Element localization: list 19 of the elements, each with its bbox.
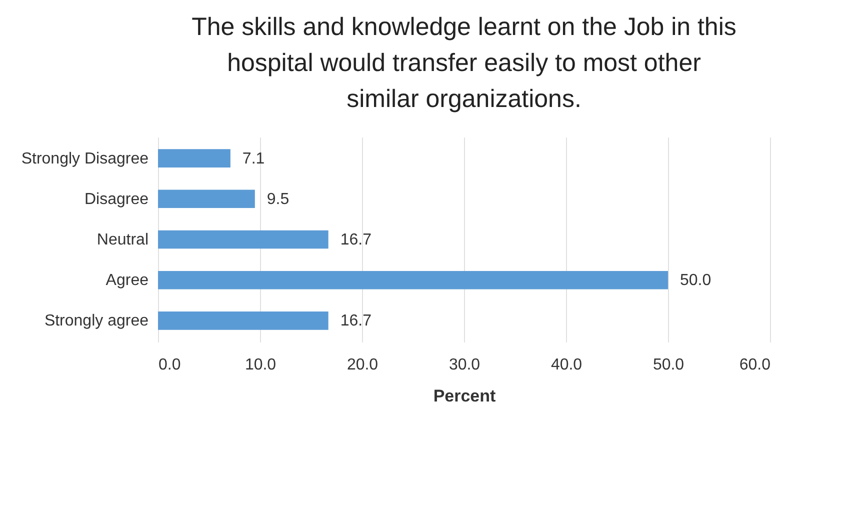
y-tick-label: Disagree xyxy=(84,190,149,208)
x-tick-label: 60.0 xyxy=(739,356,771,374)
data-label: 9.5 xyxy=(266,190,290,208)
x-tick-label: 40.0 xyxy=(550,356,582,374)
y-tick-label: Strongly agree xyxy=(44,312,149,330)
x-tick-label: 30.0 xyxy=(448,356,480,374)
x-tick-label: 10.0 xyxy=(244,356,276,374)
y-tick-label: Agree xyxy=(106,272,149,290)
x-tick-label: 50.0 xyxy=(652,356,684,374)
x-tick-label: 20.0 xyxy=(346,356,378,374)
chart-title: The skills and knowledge learnt on the Job in this hospital would transfer easily to most other similar organizations. xyxy=(192,13,736,113)
data-label: 7.1 xyxy=(242,150,265,168)
data-label: 16.7 xyxy=(340,312,372,330)
x-tick-label: 0.0 xyxy=(158,356,181,374)
data-label: 16.7 xyxy=(340,232,372,248)
y-tick-label: Neutral xyxy=(96,232,148,248)
y-tick-label: Strongly Disagree xyxy=(21,150,149,168)
x-axis-title: Percent xyxy=(433,386,496,406)
data-label: 50.0 xyxy=(680,272,712,290)
